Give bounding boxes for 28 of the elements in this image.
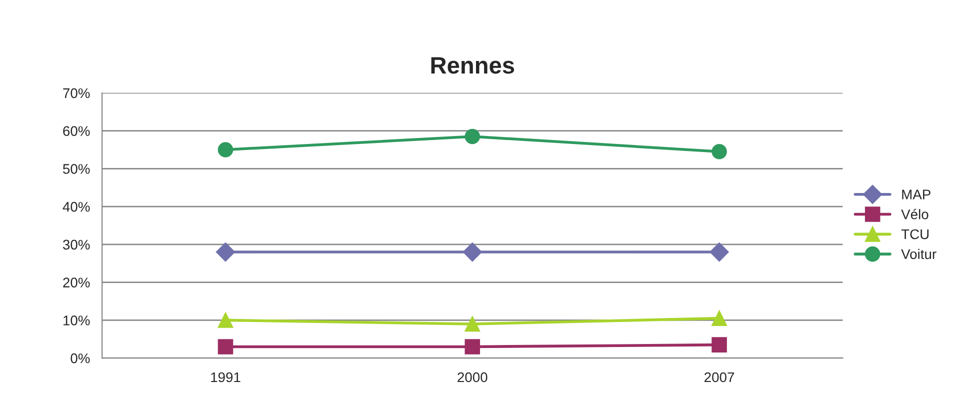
legend-label: TCU (901, 229, 929, 240)
point (464, 316, 480, 332)
x-tick-label: 2000 (458, 372, 488, 382)
point (712, 310, 727, 326)
legend-label: Voitur (901, 248, 936, 260)
x-tick-label: 1991 (211, 372, 240, 382)
point (712, 337, 727, 352)
y-tick-label: 40% (62, 202, 90, 212)
point (462, 242, 482, 262)
y-tick-label: 20% (63, 278, 90, 288)
x-tick-label: 2007 (704, 372, 734, 382)
chart-title: Rennes (431, 57, 514, 74)
legend-label: Vélo (901, 208, 928, 220)
legend-label: MAP (902, 190, 930, 200)
point (218, 339, 234, 354)
y-tick-label: 30% (62, 240, 90, 250)
point (464, 128, 480, 144)
y-tick-label: 10% (64, 316, 90, 326)
point (218, 312, 234, 328)
point (216, 242, 236, 262)
point (712, 144, 727, 160)
point (464, 339, 480, 354)
y-tick-label: 70% (63, 88, 90, 98)
y-tick-label: 0% (70, 353, 90, 364)
point (218, 142, 234, 158)
point (710, 242, 729, 262)
y-tick-label: 50% (63, 164, 90, 174)
y-tick-label: 60% (63, 126, 90, 136)
